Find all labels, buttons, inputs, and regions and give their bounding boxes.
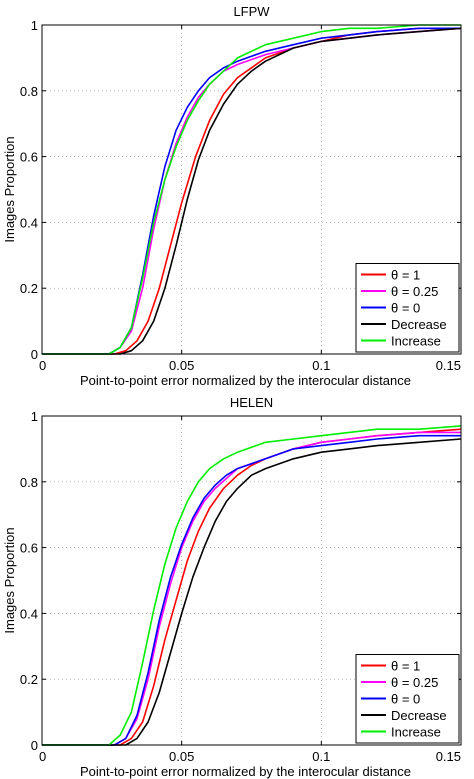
axes-frame	[41, 24, 462, 355]
x-axis-label: Point-to-point error normalized by the i…	[80, 373, 411, 388]
legend-label: θ = 0	[391, 692, 420, 707]
chart-title: HELEN	[230, 395, 273, 410]
y-tick-label: 0.6	[20, 541, 38, 556]
legend-label: Decrease	[391, 317, 447, 332]
series-line-4	[42, 24, 461, 355]
series-line-3	[42, 27, 462, 355]
x-tick-label: 0.15	[436, 358, 461, 373]
y-tick-label: 1	[31, 18, 38, 33]
legend-label: θ = 0	[391, 301, 420, 316]
x-tick-label: 0	[39, 749, 46, 764]
axes-frame	[41, 415, 462, 746]
y-tick-label: 0.4	[20, 606, 38, 621]
y-tick-label: 0.2	[20, 672, 38, 687]
x-tick-label: 0.15	[436, 749, 461, 764]
y-tick-label: 0.4	[20, 215, 38, 230]
y-axis-label: Images Proportion	[2, 527, 17, 633]
y-tick-label: 1	[31, 409, 38, 424]
y-tick-label: 0.8	[20, 84, 38, 99]
chart-panel-lfpw: 0 0.05 0.1 0.15 0 0.2 0.4 0.6 0.8 1 LFPW Point-to-p…	[2, 4, 462, 388]
legend-label: θ = 0.25	[391, 675, 438, 690]
series-line-3	[42, 438, 462, 746]
x-tick-label: 0.05	[169, 358, 194, 373]
chart-title: LFPW	[233, 4, 270, 19]
legend-label: θ = 1	[391, 268, 420, 283]
y-tick-label: 0.2	[20, 281, 38, 296]
y-tick-label: 0	[31, 347, 38, 362]
legend-label: θ = 1	[391, 659, 420, 674]
x-axis-label: Point-to-point error normalized by the i…	[80, 764, 411, 779]
y-tick-label: 0	[31, 738, 38, 753]
x-tick-label: 0	[39, 358, 46, 373]
x-tick-label: 0.1	[312, 358, 330, 373]
series-line-1	[42, 431, 461, 746]
y-tick-label: 0.8	[20, 475, 38, 490]
legend-label: θ = 0.25	[391, 284, 438, 299]
y-axis-label: Images Proportion	[2, 136, 17, 242]
legend-label: Increase	[391, 334, 441, 349]
series-line-4	[42, 425, 462, 746]
chart-panel-helen: 0 0.05 0.1 0.15 0 0.2 0.4 0.6 0.8 1 HELEN Point-to-…	[2, 395, 462, 779]
legend-label: Increase	[391, 725, 441, 740]
x-tick-label: 0.05	[169, 749, 194, 764]
y-tick-label: 0.6	[20, 150, 38, 165]
legend-label: Decrease	[391, 708, 447, 723]
x-tick-label: 0.1	[312, 749, 330, 764]
series-line-2	[42, 434, 461, 746]
